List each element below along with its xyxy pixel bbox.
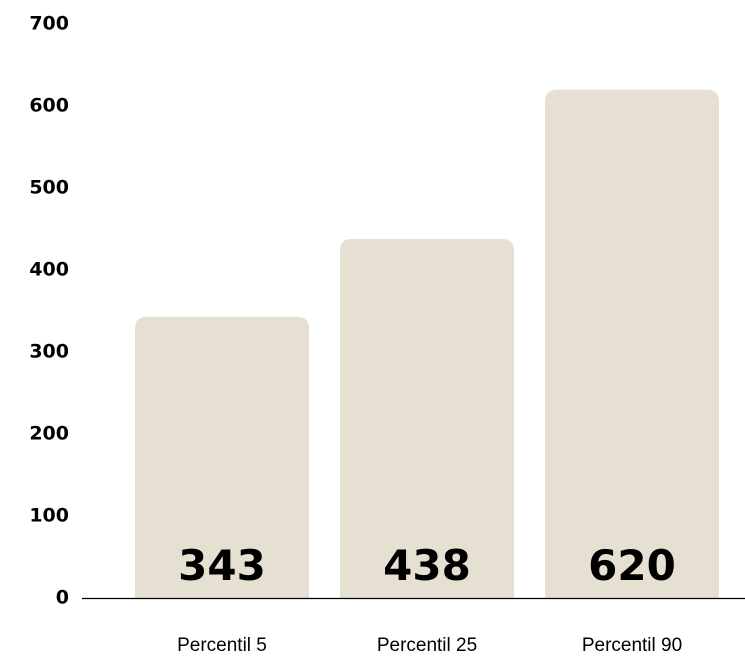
y-tick-label-100: 100	[29, 505, 69, 527]
y-tick-label-600: 600	[29, 95, 69, 117]
y-tick-label-200: 200	[29, 423, 69, 445]
bar-2	[340, 238, 514, 598]
bar-value-label-1: 343	[178, 541, 266, 590]
y-tick-label-400: 400	[29, 259, 69, 281]
y-axis: 0 100 200 300 400 500 600 700	[29, 13, 69, 609]
y-tick-label-500: 500	[29, 177, 69, 199]
x-tick-label-2: Percentil 25	[377, 635, 477, 656]
y-tick-label-0: 0	[56, 587, 69, 609]
bar-3	[545, 89, 719, 598]
bars	[135, 89, 719, 598]
bar-value-label-3: 620	[588, 541, 676, 590]
y-tick-label-300: 300	[29, 341, 69, 363]
x-tick-label-1: Percentil 5	[177, 635, 267, 656]
bar-1	[135, 316, 309, 598]
x-tick-label-3: Percentil 90	[582, 635, 682, 656]
bar-value-label-2: 438	[383, 541, 471, 590]
x-axis: Percentil 5 Percentil 25 Percentil 90	[177, 635, 682, 656]
data-labels: 343 438 620	[178, 541, 676, 590]
y-tick-label-700: 700	[29, 13, 69, 35]
